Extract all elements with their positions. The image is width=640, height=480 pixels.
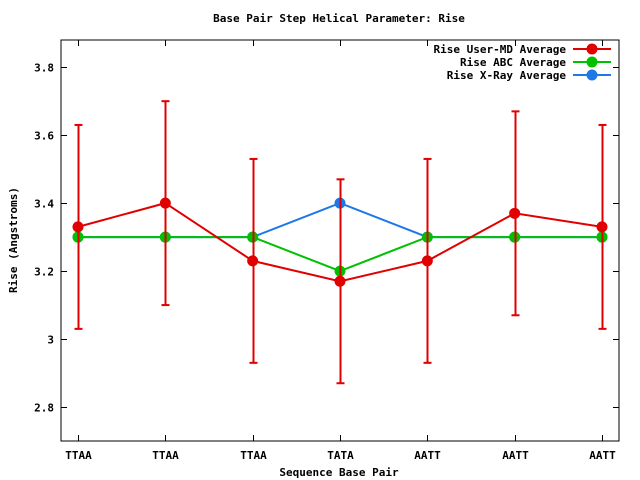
- legend-label: Rise X-Ray Average: [447, 69, 567, 82]
- x-tick-label: AATT: [589, 449, 616, 462]
- legend-marker: [586, 69, 598, 81]
- x-axis-label: Sequence Base Pair: [279, 466, 399, 479]
- data-point: [596, 221, 608, 233]
- x-tick-label: AATT: [414, 449, 441, 462]
- data-point: [159, 197, 171, 209]
- marks-layer: [72, 100, 608, 385]
- data-point: [247, 255, 259, 267]
- legend-label: Rise User-MD Average: [434, 43, 567, 56]
- data-point: [72, 221, 84, 233]
- data-point: [334, 275, 346, 287]
- axes-layer: 2.8 3 3.2 3.4 3.6 3.8 TTAA TTAA TTAA TATA AATT AATT…: [34, 39, 620, 462]
- y-tick-label: 3.2: [34, 266, 54, 279]
- x-tick-label: TTAA: [152, 449, 179, 462]
- x-tick-label: TTAA: [65, 449, 92, 462]
- y-tick-label: 3: [47, 334, 54, 347]
- legend-marker: [586, 56, 598, 68]
- series-1: [72, 100, 608, 385]
- legend-label: Rise ABC Average: [460, 56, 566, 69]
- y-tick-label: 3.4: [34, 198, 54, 211]
- legend-marker: [586, 43, 598, 55]
- y-axis-label: Rise (Angstroms): [7, 187, 20, 293]
- data-point: [509, 207, 521, 219]
- y-tick-label: 3.6: [34, 130, 54, 143]
- y-tick-label: 2.8: [34, 402, 54, 415]
- x-tick-label: TATA: [327, 449, 354, 462]
- y-tick-label: 3.8: [34, 62, 54, 75]
- x-tick-label: TTAA: [240, 449, 267, 462]
- chart-title: Base Pair Step Helical Parameter: Rise: [213, 12, 465, 25]
- data-point: [421, 255, 433, 267]
- x-tick-label: AATT: [502, 449, 529, 462]
